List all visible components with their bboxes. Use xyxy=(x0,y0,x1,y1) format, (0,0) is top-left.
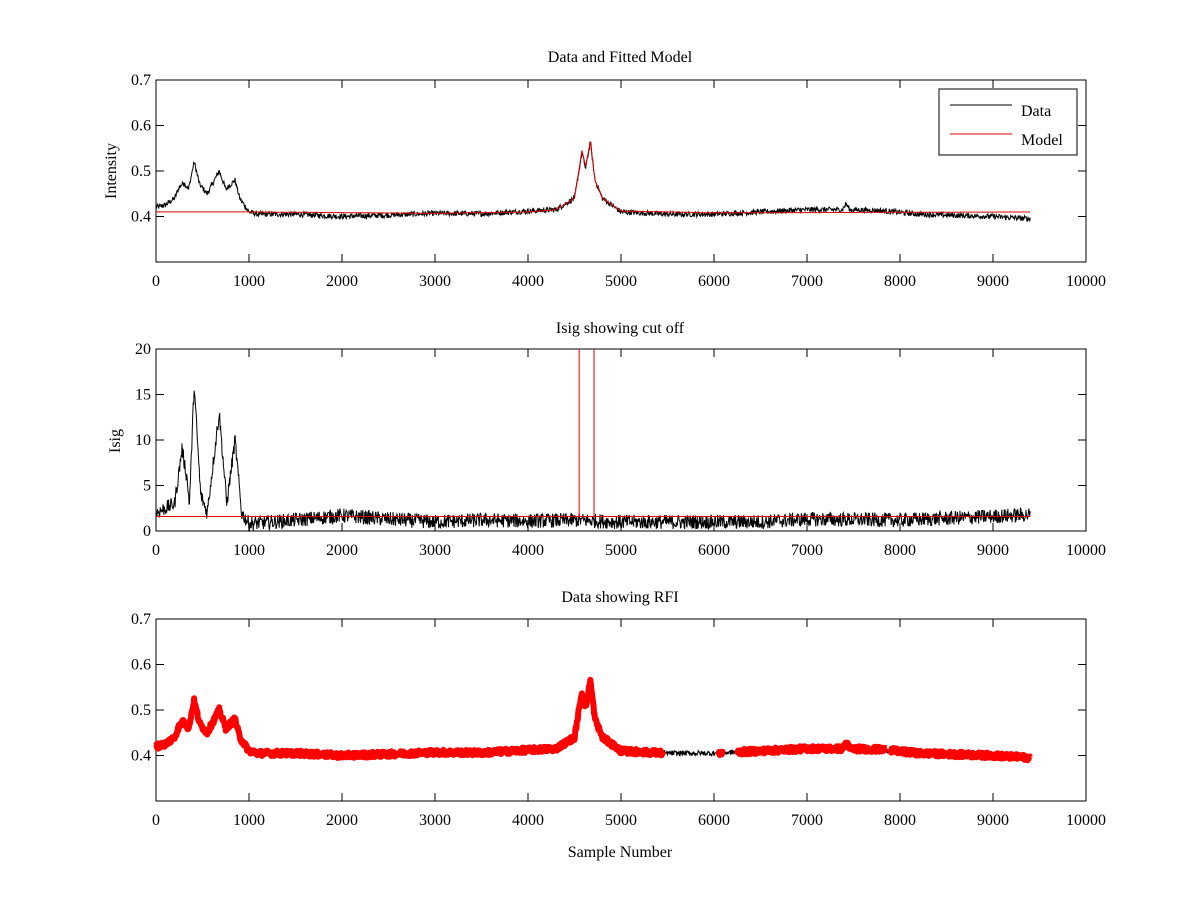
x-tick-label: 0 xyxy=(152,812,160,829)
y-tick-label: 0.7 xyxy=(131,72,151,89)
legend-box xyxy=(938,88,1078,156)
x-tick-label: 8000 xyxy=(884,542,916,559)
chart-title: Isig showing cut off xyxy=(556,320,685,337)
x-tick-label: 2000 xyxy=(326,542,358,559)
x-tick-label: 5000 xyxy=(605,542,637,559)
x-tick-label: 1000 xyxy=(233,812,265,829)
y-tick-label: 0 xyxy=(143,523,151,540)
x-tick-label: 6000 xyxy=(698,812,730,829)
x-tick-label: 10000 xyxy=(1066,273,1106,290)
x-tick-label: 7000 xyxy=(791,812,823,829)
x-tick-label: 1000 xyxy=(233,542,265,559)
y-tick-label: 0.4 xyxy=(131,209,151,226)
rfi-segment xyxy=(734,739,889,758)
y-tick-label: 0.5 xyxy=(131,163,151,180)
y-tick-label: 20 xyxy=(135,341,151,358)
y-tick-label: 0.4 xyxy=(131,748,151,765)
x-axis-label: Sample Number xyxy=(568,844,673,861)
legend-entry-data: Data xyxy=(1021,103,1051,120)
x-tick-label: 9000 xyxy=(977,542,1009,559)
rfi-segment xyxy=(153,676,666,761)
x-tick-label: 3000 xyxy=(419,542,451,559)
x-tick-label: 6000 xyxy=(698,542,730,559)
series-layer xyxy=(153,676,1033,764)
panel-data-model: Data and Fitted Model Intensity 0 1000 200… xyxy=(103,49,1106,290)
chart-title: Data and Fitted Model xyxy=(548,49,693,66)
x-tick-label: 9000 xyxy=(977,273,1009,290)
chart-title: Data showing RFI xyxy=(561,589,678,606)
x-tick-label: 10000 xyxy=(1066,542,1106,559)
y-axis-label: Isig xyxy=(107,429,124,453)
x-tick-label: 2000 xyxy=(326,273,358,290)
x-tick-label: 5000 xyxy=(605,812,637,829)
series-layer xyxy=(155,141,1031,222)
x-tick-label: 3000 xyxy=(419,812,451,829)
x-tick-label: 4000 xyxy=(512,812,544,829)
y-tick-label: 0.7 xyxy=(131,611,151,628)
legend: Data Model xyxy=(938,88,1078,156)
y-axis-label: Intensity xyxy=(103,143,120,199)
y-tick-label: 10 xyxy=(135,432,151,449)
x-tick-label: 7000 xyxy=(791,542,823,559)
x-tick-label: 8000 xyxy=(884,273,916,290)
panel-isig: Isig showing cut off Isig 0 1000 2000 3000 4… xyxy=(107,320,1106,559)
x-tick-label: 10000 xyxy=(1066,812,1106,829)
x-tick-label: 1000 xyxy=(233,273,265,290)
y-tick-label: 15 xyxy=(135,387,151,404)
x-tick-label: 5000 xyxy=(605,273,637,290)
x-tick-label: 6000 xyxy=(698,273,730,290)
ticks: 0 1000 2000 3000 4000 5000 6000 7000 8000 9000 100… xyxy=(135,341,1106,559)
y-tick-label: 0.6 xyxy=(131,657,151,674)
panel-rfi: Data showing RFI Sample Number 0 1000 2000… xyxy=(131,589,1106,861)
rfi-segment xyxy=(887,745,1033,764)
y-tick-label: 0.6 xyxy=(131,118,151,135)
x-tick-label: 2000 xyxy=(326,812,358,829)
x-tick-label: 4000 xyxy=(512,273,544,290)
x-tick-label: 7000 xyxy=(791,273,823,290)
x-tick-label: 8000 xyxy=(884,812,916,829)
legend-entry-model: Model xyxy=(1021,132,1063,149)
ticks: 0 1000 2000 3000 4000 5000 6000 7000 8000 9000 100… xyxy=(131,72,1106,290)
x-tick-label: 0 xyxy=(152,542,160,559)
rfi-segment xyxy=(715,748,726,758)
x-tick-label: 0 xyxy=(152,273,160,290)
x-tick-label: 9000 xyxy=(977,812,1009,829)
ticks: 0 1000 2000 3000 4000 5000 6000 7000 8000 9000 100… xyxy=(131,611,1106,829)
series-line-model xyxy=(156,141,1031,214)
series-layer xyxy=(155,349,1031,532)
y-tick-label: 5 xyxy=(143,478,151,495)
x-tick-label: 4000 xyxy=(512,542,544,559)
x-tick-label: 3000 xyxy=(419,273,451,290)
y-tick-label: 0.5 xyxy=(131,702,151,719)
